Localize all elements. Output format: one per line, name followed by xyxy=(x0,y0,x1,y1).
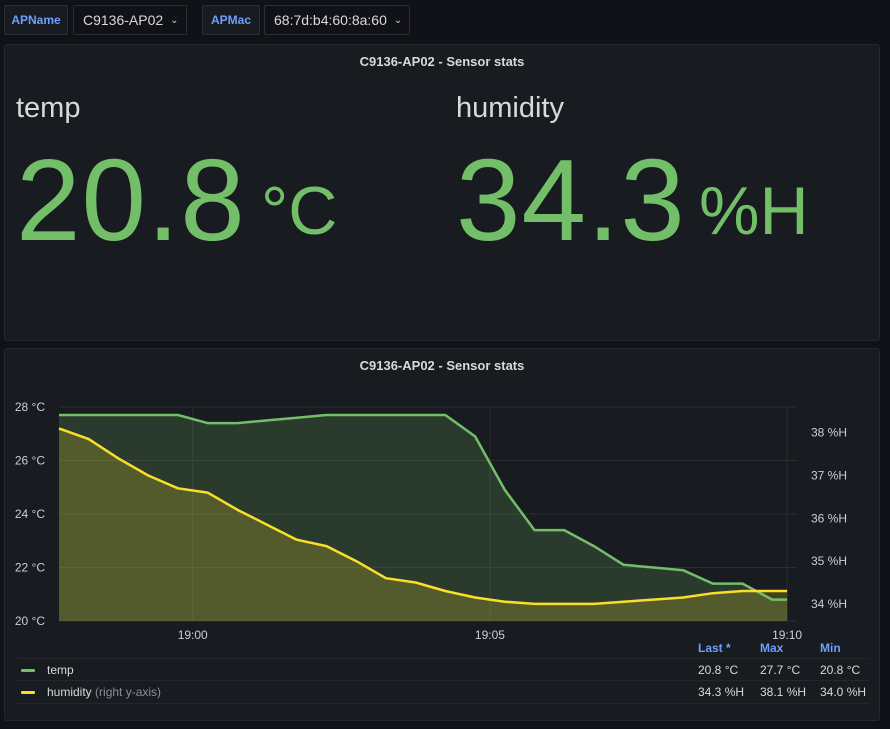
y-tick-label-left: 24 °C xyxy=(15,507,45,521)
apname-value: C9136-AP02 xyxy=(83,12,164,28)
chart-areas xyxy=(59,415,788,621)
y-tick-label-left: 20 °C xyxy=(15,614,45,628)
apmac-select[interactable]: 68:7d:b4:60:8a:60 ⌄ xyxy=(264,5,410,35)
stat-name-humidity: humidity xyxy=(456,92,564,124)
stat-value-temp: 20.8 xyxy=(16,135,246,265)
series-line-humidity xyxy=(58,427,788,606)
y-tick-label-right: 36 %H xyxy=(811,511,847,525)
legend-swatch-temp xyxy=(21,669,35,672)
y-tick-label-left: 22 °C xyxy=(15,561,45,575)
panel-title[interactable]: C9136-AP02 - Sensor stats xyxy=(359,54,525,69)
stat-value-humidity: 34.3 xyxy=(456,135,686,265)
x-tick-label: 19:10 xyxy=(772,628,802,639)
y-tick-label-right: 38 %H xyxy=(811,426,847,440)
panel-title[interactable]: C9136-AP02 - Sensor stats xyxy=(359,358,525,373)
stat-panel: C9136-AP02 - Sensor stats temp 20.8 °C h… xyxy=(4,44,880,341)
legend-swatch-humidity xyxy=(21,691,35,694)
chart-lines xyxy=(58,413,788,606)
legend-name-temp: temp xyxy=(47,663,74,677)
chevron-down-icon: ⌄ xyxy=(170,14,179,26)
legend-max-humidity: 38.1 %H xyxy=(760,685,807,699)
y-tick-label-right: 37 %H xyxy=(811,468,847,482)
legend-row-humidity[interactable]: humidity (right y-axis) 34.3 %H 38.1 %H … xyxy=(17,680,869,704)
legend-last-humidity: 34.3 %H xyxy=(698,685,745,699)
timeseries-chart[interactable]: 20 °C 22 °C 24 °C 26 °C 28 °C 34 %H 35 %H 36 %… xyxy=(5,349,879,639)
apname-label: APName xyxy=(4,5,68,35)
variable-bar: APName C9136-AP02 ⌄ APMac 68:7d:b4:60:8a… xyxy=(0,0,890,42)
graph-panel: C9136-AP02 - Sensor stats 20 °C 22 °C 24 °… xyxy=(4,348,880,721)
apmac-value: 68:7d:b4:60:8a:60 xyxy=(274,12,387,28)
y-axis-left: 20 °C 22 °C 24 °C 26 °C 28 °C xyxy=(15,400,45,628)
legend-min-temp: 20.8 °C xyxy=(820,663,861,677)
apname-select[interactable]: C9136-AP02 ⌄ xyxy=(73,5,187,35)
stat-name-temp: temp xyxy=(16,92,81,124)
stat-unit-humidity: %H xyxy=(699,173,809,249)
series-area-temp xyxy=(59,415,788,621)
chevron-down-icon: ⌄ xyxy=(393,14,403,26)
chart-grid xyxy=(59,406,797,622)
x-axis: 19:00 19:05 19:10 xyxy=(178,628,803,639)
legend-min-humidity: 34.0 %H xyxy=(820,685,867,699)
x-tick-label: 19:05 xyxy=(475,628,505,639)
y-tick-label-left: 28 °C xyxy=(15,400,45,414)
apmac-label: APMac xyxy=(202,5,260,35)
y-tick-label-left: 26 °C xyxy=(15,454,45,468)
y-tick-label-right: 34 %H xyxy=(811,597,847,611)
series-line-temp xyxy=(59,413,788,601)
stat-unit-temp: °C xyxy=(261,173,338,249)
legend-last-temp: 20.8 °C xyxy=(698,663,739,677)
legend-header-last[interactable]: Last * xyxy=(698,641,731,655)
legend-name-humidity: humidity (right y-axis) xyxy=(47,685,162,699)
legend-header-max[interactable]: Max xyxy=(760,641,784,655)
legend-row-temp[interactable]: temp 20.8 °C 27.7 °C 20.8 °C xyxy=(17,658,869,681)
legend-note-right-axis: (right y-axis) xyxy=(95,685,162,699)
legend-max-temp: 27.7 °C xyxy=(760,663,801,677)
series-area-humidity xyxy=(59,428,788,621)
y-axis-right: 34 %H 35 %H 36 %H 37 %H 38 %H xyxy=(811,426,847,611)
x-tick-label: 19:00 xyxy=(178,628,208,639)
y-tick-label-right: 35 %H xyxy=(811,554,847,568)
legend-header-min[interactable]: Min xyxy=(820,641,841,655)
